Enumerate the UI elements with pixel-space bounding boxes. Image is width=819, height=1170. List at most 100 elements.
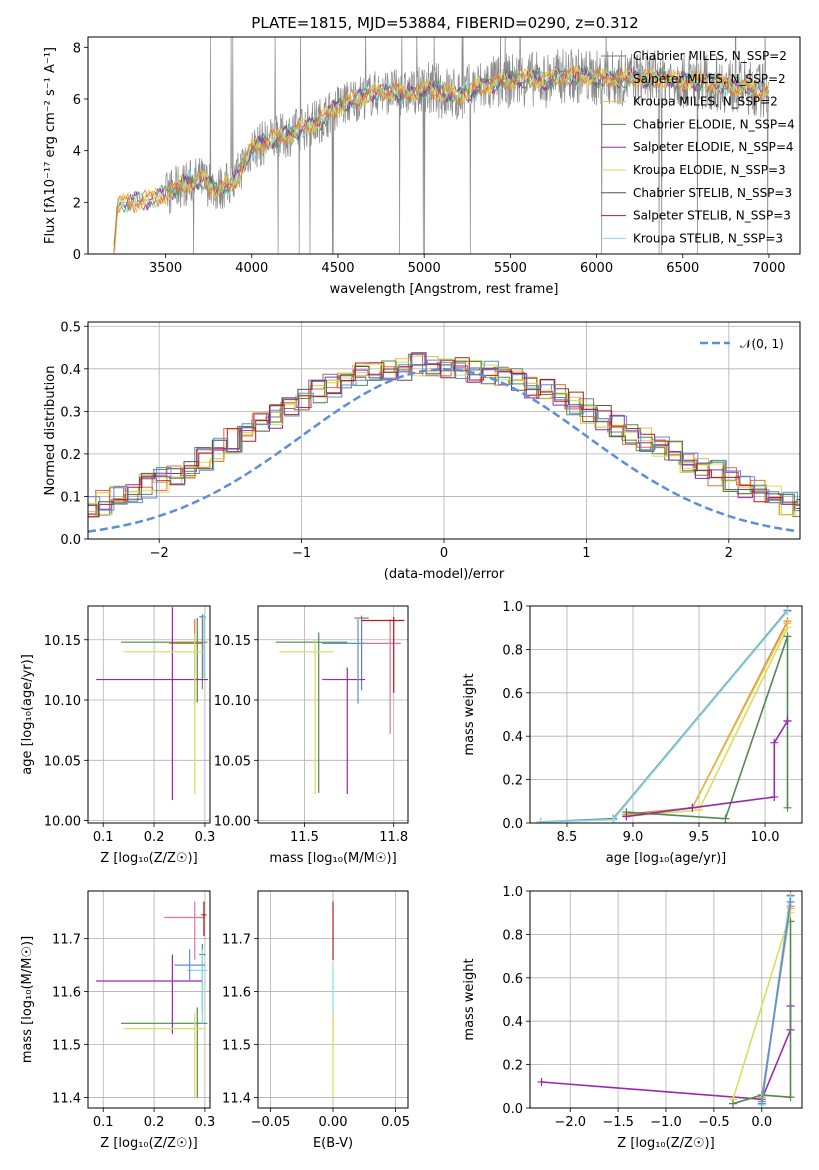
series-line [540,609,789,823]
x-axis-label: E(B-V) [313,1136,353,1151]
x-tick-label: −1.0 [650,1115,682,1130]
data-point [187,949,208,1024]
x-tick-label: −2.0 [554,1115,586,1130]
x-tick-label: 10.0 [751,830,780,845]
series-line [761,901,792,1102]
data-point [123,1012,205,1098]
chart-title: PLATE=1815, MJD=53884, FIBERID=0290, z=0… [251,14,638,32]
x-tick-label: 6500 [666,261,699,276]
y-tick-label: 0 [73,248,81,263]
panel-1: 3500 4000 4500 5000 5500 6000 6500 7000 0 2 4 6 8 wav… [43,36,801,297]
series-line [626,623,789,817]
series-marker [688,803,697,812]
y-tick-label: 10.05 [214,754,251,769]
plot-area [113,37,770,254]
x-axis-label: Z [log₁₀(Z/Z☉)] [100,1136,197,1151]
series-marker [536,818,545,823]
y-axis-label: Flux [fλ10⁻¹⁷ erg cm⁻² s⁻¹ A⁻¹] [43,47,58,244]
y-axis-label: mass weight [462,958,477,1040]
panel-8: −2.0 −1.5 −1.0 −0.5 0.0 0.0 0.2 0.4 0.6 0.8 1.0 Z [… [462,885,803,1151]
y-tick-label: 0.6 [502,687,523,702]
axes-frame [87,36,801,255]
x-tick-label: 4000 [235,261,268,276]
panel-2: −2 −1 0 1 2 0.0 0.1 0.2 0.3 0.4 0.5 (data-model)/er… [43,320,801,582]
data-point [121,1007,208,1098]
plot-area [536,606,792,823]
series-marker [770,738,779,747]
y-tick-label: 10.00 [44,815,81,830]
panel-5: 8.5 9.0 9.5 10.0 0.0 0.2 0.4 0.6 0.8 1.0 age [log₁… [462,600,803,866]
y-tick-label: 11.5 [52,1038,81,1053]
y-tick-label: 11.4 [222,1091,251,1106]
data-point [96,954,203,1034]
series-line [732,921,792,1105]
y-tick-label: 4 [73,145,81,160]
series-marker [783,717,792,726]
model-spectrum [113,65,770,254]
y-tick-label: 1.0 [502,885,523,900]
x-tick-label: −1 [292,546,311,561]
series-line [626,627,789,818]
x-tick-label: 9.5 [689,830,710,845]
x-tick-label: 0.0 [751,1115,772,1130]
series-marker [622,812,631,821]
x-tick-label: 9.0 [623,830,644,845]
x-tick-label: 0.3 [195,1115,216,1130]
legend-entry: Chabrier STELIB, N_SSP=3 [633,186,792,200]
series-marker [783,623,792,632]
y-tick-label: 10.10 [44,694,81,709]
x-axis-label: (data-model)/error [384,567,505,582]
legend-entry: 𝒩(0, 1) [740,337,784,351]
x-axis-label: Z [log₁₀(Z/Z☉)] [617,1136,714,1151]
data-point [361,619,401,734]
axes-frame [257,605,409,824]
x-tick-label: 0.05 [381,1115,410,1130]
legend: 𝒩(0, 1) [700,337,784,351]
x-tick-label: 5500 [494,261,527,276]
x-tick-label: 7000 [752,261,785,276]
y-tick-label: 11.5 [222,1038,251,1053]
series-marker [786,1093,795,1102]
x-axis-label: age [log₁₀(age/yr)] [606,851,727,866]
legend: Chabrier MILES, N_SSP=2 Salpeter MILES, N… [601,49,795,245]
y-tick-label: 1.0 [502,600,523,615]
series-marker [783,632,792,641]
gaussian-curve [88,368,798,533]
x-tick-label: 0.1 [93,1115,114,1130]
histogram-series [88,355,800,516]
histogram-series [88,353,800,517]
x-tick-label: 8.5 [557,830,578,845]
data-point [275,632,348,793]
data-point [174,949,205,981]
data-point [322,619,366,704]
plot-area [275,615,405,795]
y-tick-label: 0.2 [502,1059,523,1074]
y-tick-label: 0.8 [502,928,523,943]
series-marker [609,815,618,823]
histogram-series [88,353,800,510]
y-tick-label: 0.1 [60,490,81,505]
panel-3: 0.1 0.2 0.3 10.00 10.05 10.10 10.15 Z [log₁₀(Z/… [20,605,216,866]
y-tick-label: 0.0 [502,817,523,832]
plot-area [88,352,800,533]
data-point [279,639,333,795]
model-spectrum [113,67,770,253]
y-tick-label: 0.4 [502,730,523,745]
axes-frame [529,605,803,824]
legend-entry: Chabrier MILES, N_SSP=2 [633,49,787,63]
x-tick-label: −0.05 [251,1115,291,1130]
y-tick-label: 0.4 [60,363,81,378]
series-line [732,912,792,1100]
x-tick-label: 0.3 [195,830,216,845]
y-tick-label: 0.8 [502,643,523,658]
panel-6: 0.1 0.2 0.3 11.4 11.5 11.6 11.7 Z [log₁₀(Z/Z☉)]… [20,890,216,1151]
x-tick-label: 1 [582,546,590,561]
axes-frame [87,605,211,824]
legend-entry: Salpeter ELODIE, N_SSP=4 [633,140,794,154]
y-tick-label: 0.0 [502,1102,523,1117]
histogram-series [88,359,800,516]
data-point [164,901,205,960]
series-marker [783,803,792,812]
plot-area [537,891,795,1108]
x-tick-label: 0.2 [144,1115,165,1130]
